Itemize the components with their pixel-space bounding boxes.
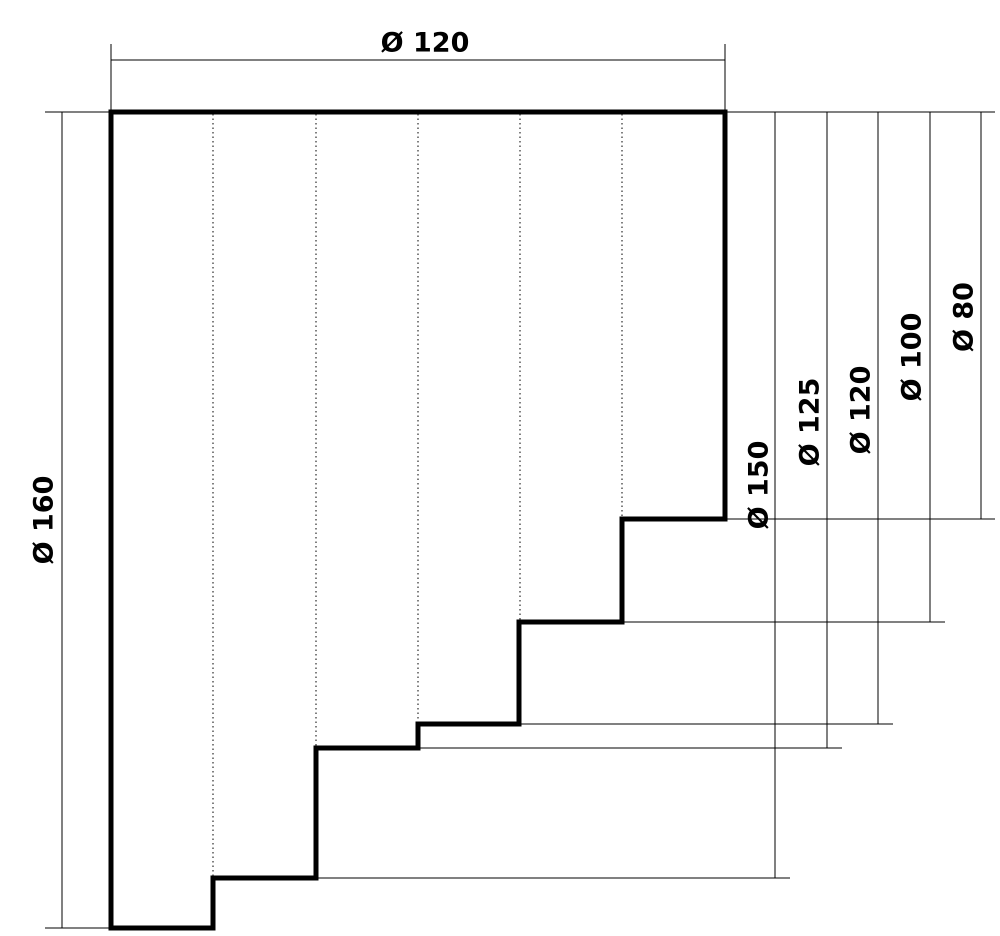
dimension-label: Ø 160 xyxy=(29,476,60,565)
left-dimension: Ø 160 xyxy=(29,111,109,929)
dimension-label: Ø 100 xyxy=(897,313,928,402)
dimension-label: Ø 150 xyxy=(744,441,775,530)
dimension-label: Ø 120 xyxy=(381,28,470,59)
dimension-label: Ø 120 xyxy=(846,366,877,455)
profile-outline xyxy=(108,109,728,931)
right-dimensions: Ø 150 Ø 125 Ø 120 Ø 100 Ø 80 xyxy=(318,111,995,879)
dimension-label: Ø 80 xyxy=(949,282,980,352)
top-dimension: Ø 120 xyxy=(110,28,726,110)
dimension-label: Ø 125 xyxy=(795,378,826,467)
dotted-lines xyxy=(212,114,623,876)
